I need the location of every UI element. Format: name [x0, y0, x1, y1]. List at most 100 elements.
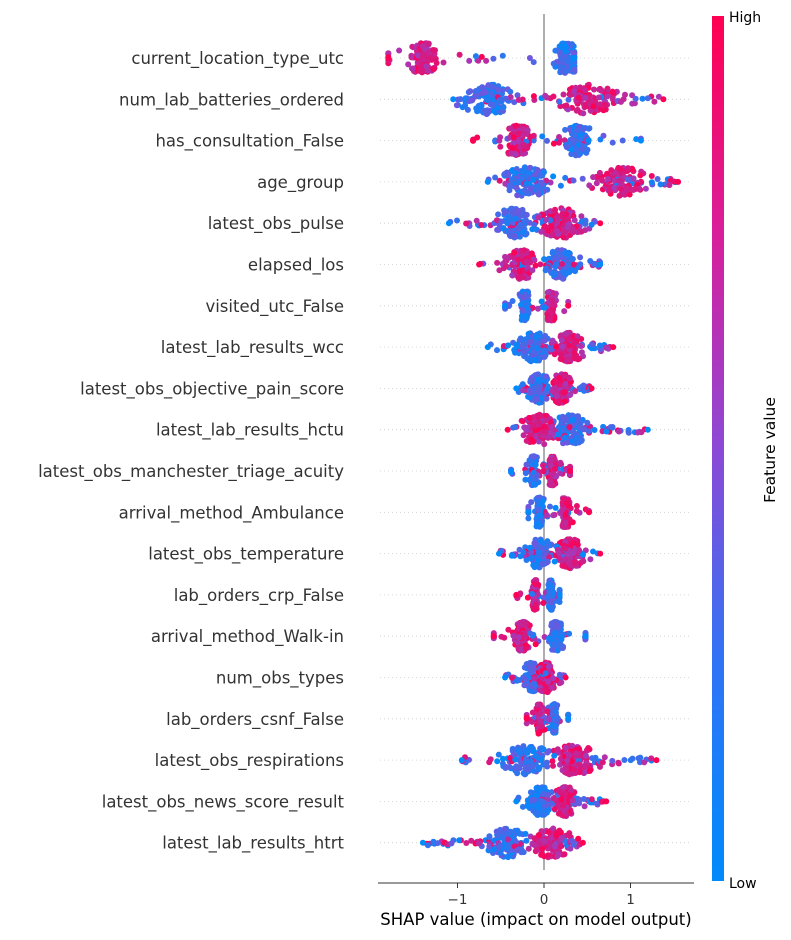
shap-dot [495, 211, 502, 218]
shap-dot [571, 66, 578, 73]
shap-dot [558, 44, 565, 51]
shap-dot [489, 84, 496, 90]
shap-dot [561, 308, 568, 315]
shap-dot [615, 428, 622, 435]
shap-dot [573, 750, 580, 757]
shap-dot [475, 57, 482, 64]
shap-dot [556, 98, 563, 105]
shap-dot [566, 424, 573, 431]
shap-dot [596, 86, 603, 93]
shap-dot [554, 431, 561, 438]
shap-dot [559, 210, 566, 217]
shap-dot [563, 102, 570, 109]
shap-dot [541, 423, 548, 430]
shap-dot [597, 105, 604, 112]
shap-dot [618, 170, 625, 177]
shap-dot [579, 175, 586, 182]
shap-dot [490, 55, 497, 62]
shap-dot [530, 606, 537, 613]
shap-dot [430, 47, 437, 53]
shap-dot [565, 96, 572, 103]
shap-dot [584, 146, 591, 153]
shap-dot [521, 341, 528, 348]
shap-dot [634, 429, 641, 436]
shap-dot [565, 221, 572, 227]
shap-dot [546, 308, 553, 315]
shap-dot [552, 723, 559, 730]
shap-dot [559, 275, 566, 282]
shap-dot [544, 137, 550, 144]
shap-dot [546, 716, 553, 723]
shap-dot [513, 591, 520, 598]
shap-dot [513, 385, 520, 392]
shap-dot [532, 262, 539, 269]
shap-dot [521, 348, 528, 355]
shap-dot [548, 223, 555, 230]
shap-dot [486, 759, 493, 766]
shap-dot [552, 206, 558, 213]
shap-dot [502, 674, 509, 681]
shap-dot [562, 511, 569, 518]
shap-dot [642, 185, 649, 192]
shap-dot [566, 342, 573, 349]
shap-dot [582, 217, 589, 224]
shap-dot [410, 65, 417, 72]
shap-dot [588, 796, 595, 803]
shap-dot [538, 560, 545, 567]
shap-dot [624, 185, 631, 192]
shap-dot [549, 471, 556, 478]
shap-dot [511, 232, 518, 239]
shap-dot [552, 47, 559, 54]
shap-dot [545, 227, 552, 234]
shap-dot [550, 762, 556, 769]
shap-dot [396, 47, 403, 54]
shap-dot [503, 764, 510, 770]
shap-dot [562, 434, 569, 441]
shap-dot [519, 803, 526, 810]
shap-dot [534, 345, 541, 352]
shap-dot [543, 395, 550, 402]
shap-dot [506, 232, 513, 239]
shap-dot [562, 126, 569, 133]
shap-dot [521, 664, 528, 671]
shap-dot [565, 502, 572, 509]
shap-dot [525, 509, 532, 516]
shap-dot [543, 512, 550, 519]
shap-dot [521, 164, 528, 171]
shap-dot [564, 757, 571, 764]
shap-dot [577, 261, 584, 268]
shap-dot [637, 137, 644, 144]
shap-dot [547, 477, 554, 484]
shap-dot [541, 256, 548, 263]
shap-dot [537, 378, 544, 385]
shap-dot [591, 427, 598, 433]
shap-dot [538, 745, 545, 752]
shap-dot [476, 261, 483, 268]
shap-dot [593, 180, 600, 187]
shap-dot [515, 97, 522, 103]
shap-dot [641, 759, 648, 766]
shap-dot [560, 228, 567, 235]
shap-dot [575, 94, 582, 101]
shap-dot [608, 167, 615, 174]
shap-dot [454, 217, 460, 224]
shap-dot [617, 186, 624, 192]
shap-dot [497, 134, 504, 141]
shap-dot [525, 503, 532, 510]
shap-dot [639, 95, 646, 102]
shap-dot [556, 591, 563, 598]
shap-dot [582, 633, 589, 640]
shap-dot [597, 261, 604, 268]
shap-dot [495, 751, 502, 758]
shap-dot [561, 414, 568, 421]
shap-dot [535, 506, 542, 513]
shap-dot [453, 102, 460, 109]
shap-dot [590, 103, 597, 110]
shap-dot [552, 271, 558, 278]
shap-dot [625, 165, 631, 172]
shap-dot [570, 429, 577, 436]
shap-dot [575, 413, 582, 420]
shap-dot [559, 562, 566, 569]
shap-dot [666, 182, 673, 189]
shap-dot [585, 428, 592, 435]
